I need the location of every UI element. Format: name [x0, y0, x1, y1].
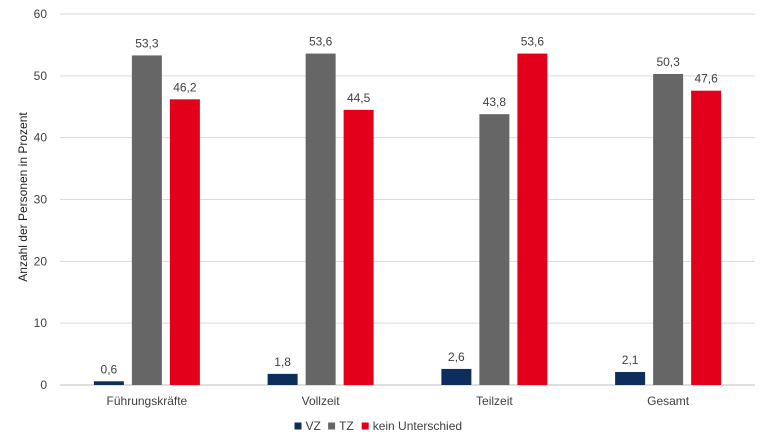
- legend-swatch: [328, 422, 336, 430]
- y-tick-label: 10: [34, 316, 48, 330]
- data-label: 44,5: [347, 91, 371, 105]
- data-label: 0,6: [101, 362, 118, 376]
- data-label: 47,6: [694, 72, 718, 86]
- y-tick-label: 60: [34, 7, 48, 21]
- bar-kein-unterschied-2: [517, 53, 548, 385]
- bars: [93, 53, 722, 386]
- bar-vz-0: [93, 381, 124, 385]
- x-axis-categories: Führungskräfte Vollzeit Teilzeit Gesamt: [107, 394, 690, 408]
- y-axis-title: Anzahl der Personen in Prozent: [16, 112, 30, 282]
- bar-tz-1: [305, 53, 336, 385]
- y-tick-label: 40: [34, 131, 48, 145]
- y-tick-label: 30: [34, 193, 48, 207]
- legend-label: TZ: [339, 419, 354, 433]
- data-label: 2,6: [448, 350, 465, 364]
- bar-kein-unterschied-1: [343, 109, 374, 385]
- bar-vz-1: [267, 373, 298, 385]
- legend-label: VZ: [306, 419, 321, 433]
- legend: VZ TZ kein Unterschied: [294, 419, 462, 433]
- data-label: 50,3: [656, 55, 680, 69]
- legend-label: kein Unterschied: [373, 419, 462, 433]
- bar-kein-unterschied-0: [169, 99, 200, 385]
- y-tick-label: 20: [34, 254, 48, 268]
- y-tick-label: 0: [40, 378, 47, 392]
- data-label: 53,6: [521, 35, 545, 49]
- data-label: 53,3: [135, 36, 159, 50]
- data-label: 53,6: [309, 35, 333, 49]
- data-label: 46,2: [173, 80, 197, 94]
- bar-tz-2: [479, 114, 510, 386]
- x-category-label: Gesamt: [647, 394, 690, 408]
- legend-swatch: [361, 422, 369, 430]
- x-category-label: Vollzeit: [302, 394, 341, 408]
- y-tick-label: 50: [34, 69, 48, 83]
- y-axis-ticks: 0 10 20 30 40 50 60: [34, 7, 48, 392]
- bar-kein-unterschied-3: [691, 90, 722, 385]
- data-label: 43,8: [483, 95, 507, 109]
- data-label: 2,1: [622, 353, 639, 367]
- x-category-label: Teilzeit: [476, 394, 513, 408]
- gridlines: [60, 13, 755, 386]
- x-category-label: Führungskräfte: [107, 394, 188, 408]
- bar-vz-2: [441, 368, 472, 385]
- bar-tz-3: [653, 73, 684, 385]
- bar-vz-3: [615, 372, 646, 385]
- data-label: 1,8: [274, 355, 291, 369]
- data-labels: 0,6 53,3 46,2 1,8 53,6 44,5 2,6 43,8 53,6 2,1 50,3…: [101, 35, 719, 377]
- legend-swatch: [294, 422, 302, 430]
- bar-tz-0: [131, 55, 162, 385]
